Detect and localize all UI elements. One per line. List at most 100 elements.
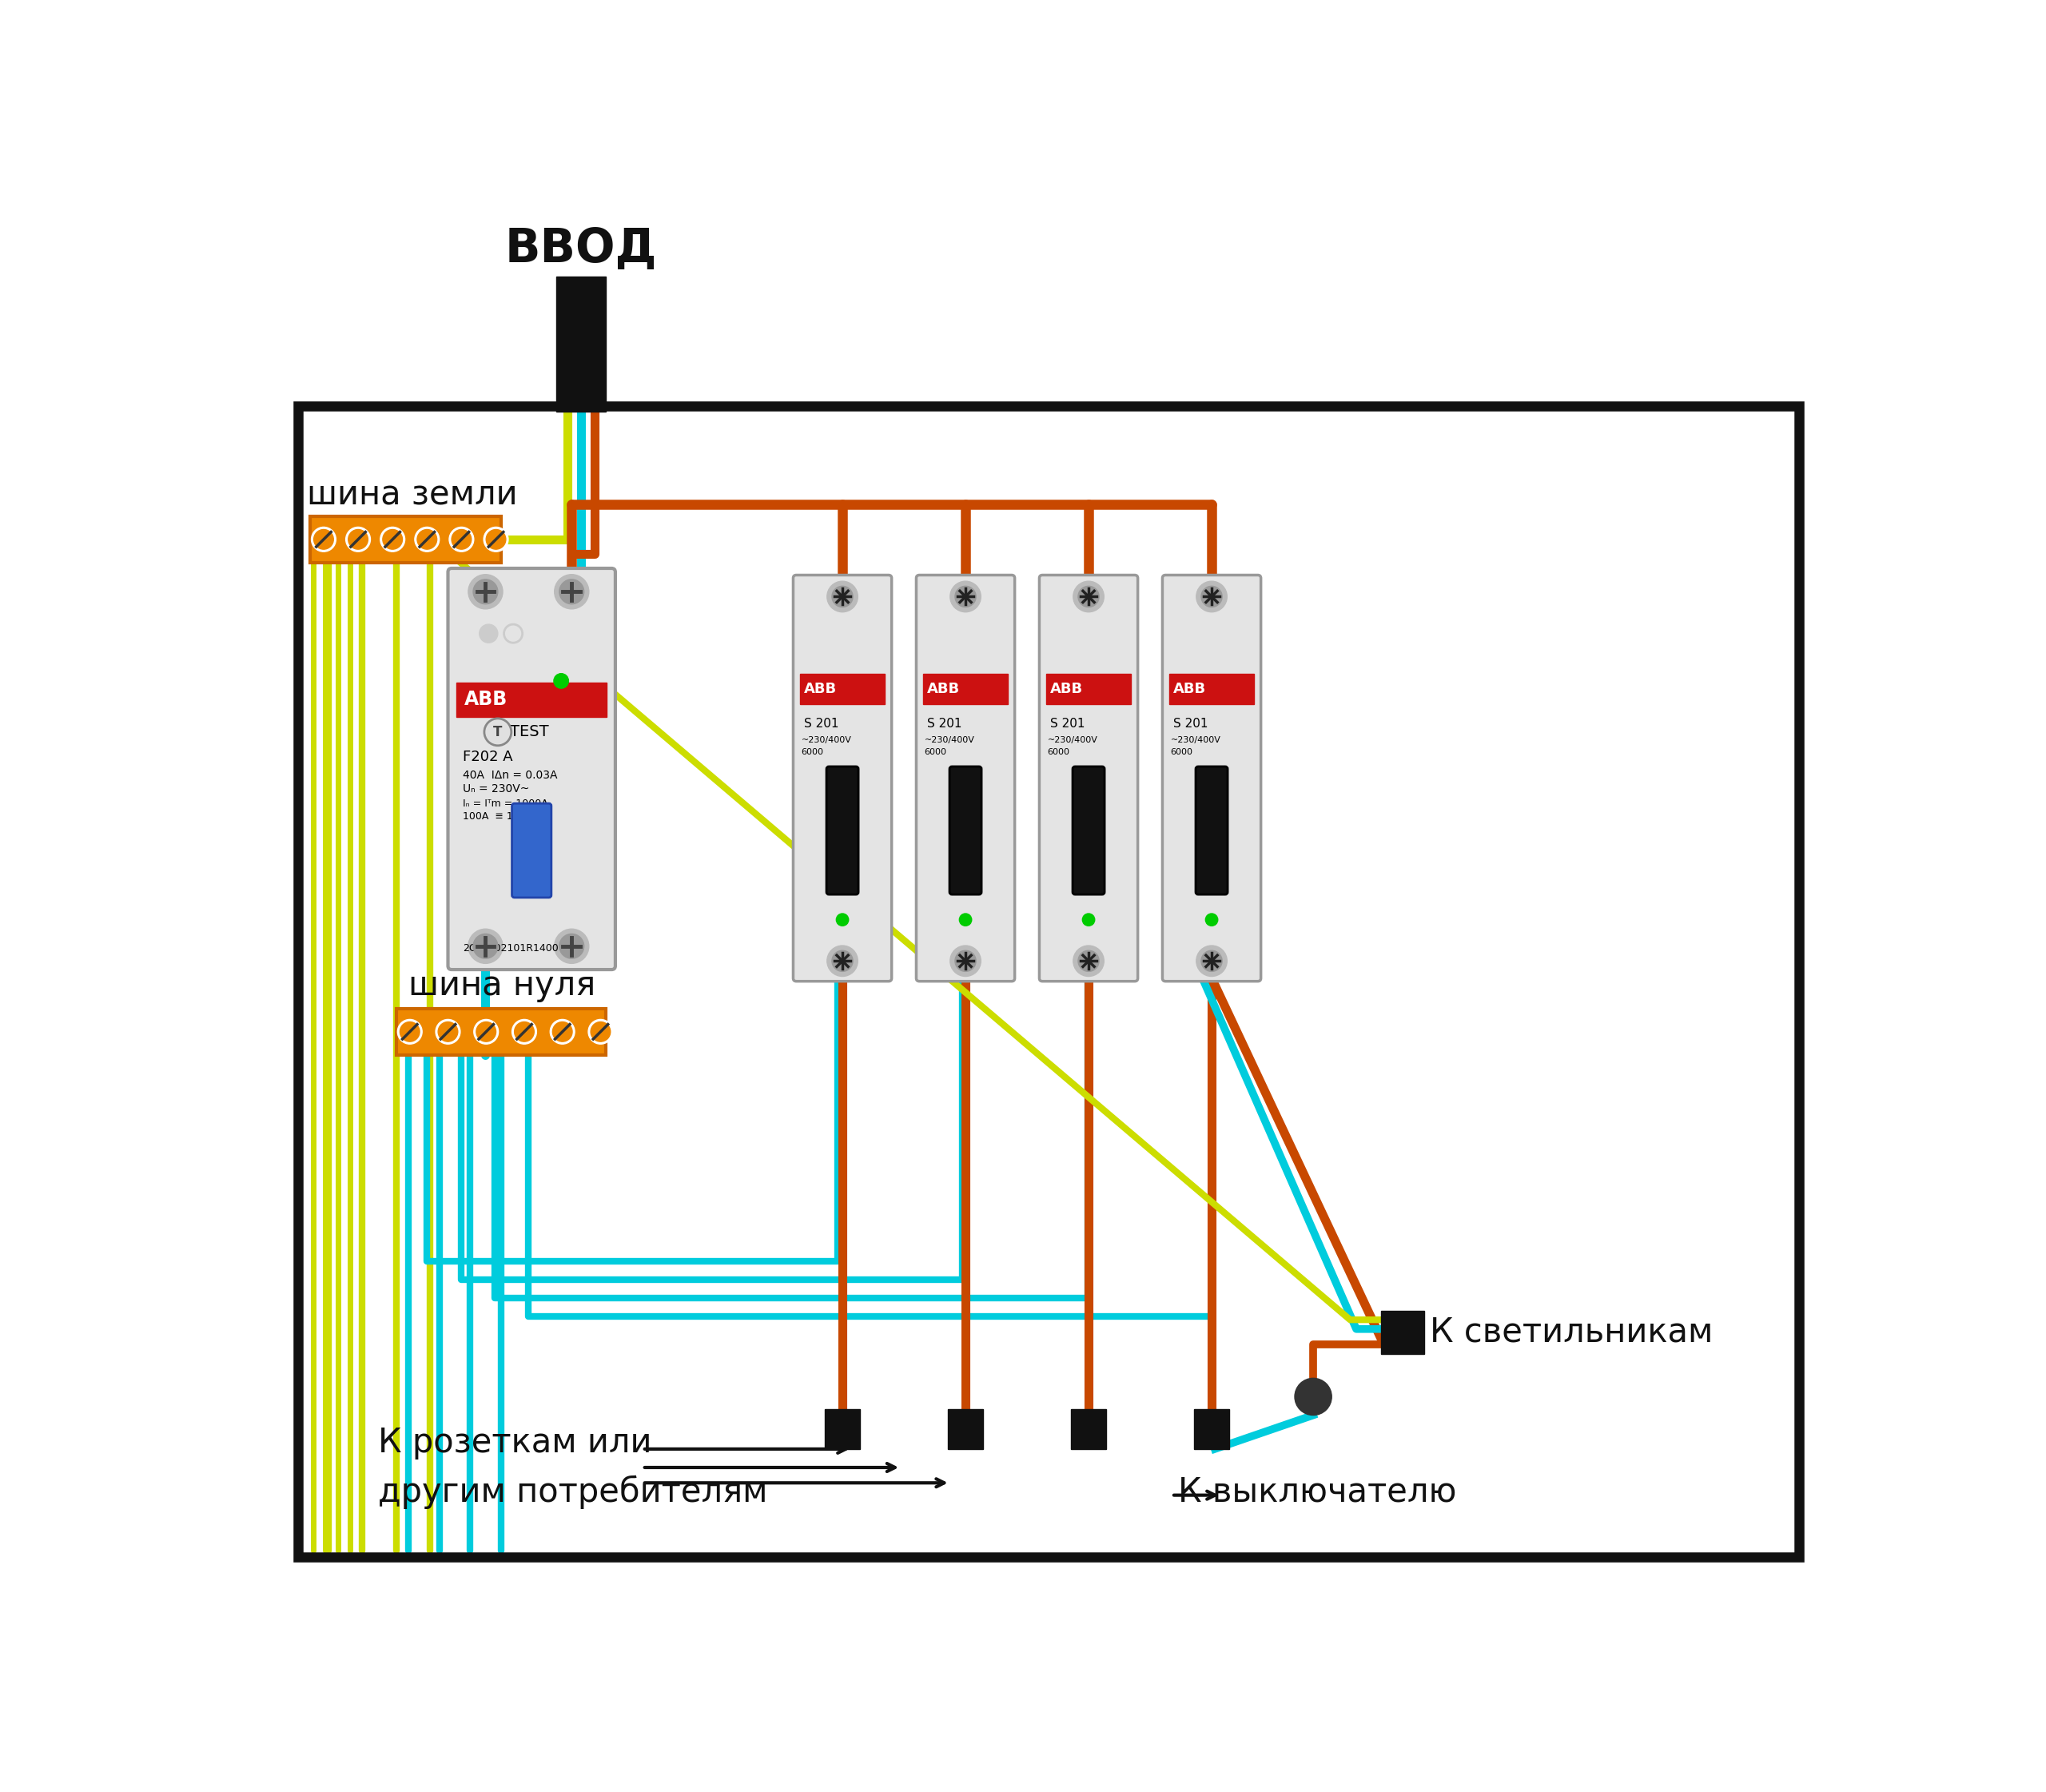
Circle shape [469, 928, 503, 964]
Text: ABB: ABB [1050, 681, 1082, 695]
Circle shape [313, 529, 333, 548]
Text: 2CSF202101R1400: 2CSF202101R1400 [462, 943, 559, 953]
Circle shape [827, 581, 857, 613]
Text: S 201: S 201 [804, 719, 839, 729]
Text: 6000: 6000 [1048, 749, 1070, 756]
Circle shape [1205, 914, 1217, 926]
Circle shape [514, 1021, 534, 1041]
Circle shape [473, 579, 497, 604]
Circle shape [311, 527, 336, 552]
Text: Uₙ = 230V~: Uₙ = 230V~ [462, 783, 530, 796]
Text: Iₙ = Iᵀm = 1000A: Iₙ = Iᵀm = 1000A [462, 797, 548, 808]
Circle shape [512, 1020, 536, 1045]
Text: ~230/400V: ~230/400V [802, 737, 851, 744]
FancyBboxPatch shape [949, 767, 982, 894]
Text: S 201: S 201 [1050, 719, 1084, 729]
Circle shape [348, 529, 368, 548]
Circle shape [399, 1021, 419, 1041]
Text: 6000: 6000 [1170, 749, 1193, 756]
FancyBboxPatch shape [448, 568, 616, 969]
Bar [1046, 674, 1131, 704]
Bar [557, 276, 606, 412]
Text: TEST: TEST [509, 724, 548, 740]
Circle shape [477, 1021, 495, 1041]
Text: ВВОД: ВВОД [505, 226, 657, 272]
Circle shape [955, 950, 976, 971]
FancyBboxPatch shape [512, 803, 550, 898]
Circle shape [1201, 586, 1221, 607]
Circle shape [552, 1021, 573, 1041]
Text: ABB: ABB [464, 690, 507, 710]
Circle shape [452, 529, 471, 548]
Circle shape [397, 1020, 421, 1045]
Text: ABB: ABB [927, 681, 960, 695]
Bar [1193, 1409, 1230, 1450]
Text: ~230/400V: ~230/400V [1048, 737, 1097, 744]
Circle shape [473, 934, 497, 959]
Text: ABB: ABB [1172, 681, 1205, 695]
Circle shape [550, 1020, 575, 1045]
FancyBboxPatch shape [1039, 575, 1138, 982]
Text: S 201: S 201 [927, 719, 962, 729]
Circle shape [554, 674, 569, 688]
Circle shape [827, 946, 857, 977]
Bar [1381, 1310, 1424, 1353]
Text: ~230/400V: ~230/400V [1170, 737, 1221, 744]
Circle shape [381, 527, 405, 552]
Circle shape [415, 527, 440, 552]
Circle shape [1295, 1378, 1332, 1416]
Text: 6000: 6000 [802, 749, 825, 756]
Circle shape [1082, 914, 1095, 926]
Circle shape [837, 914, 849, 926]
Text: 6000: 6000 [925, 749, 947, 756]
Circle shape [450, 527, 475, 552]
FancyBboxPatch shape [1162, 575, 1260, 982]
Circle shape [1078, 586, 1099, 607]
Text: К розеткам или
другим потребителям: К розеткам или другим потребителям [379, 1426, 767, 1509]
Circle shape [960, 914, 972, 926]
Circle shape [417, 529, 438, 548]
Circle shape [383, 529, 403, 548]
Text: ABB: ABB [804, 681, 837, 695]
Circle shape [479, 624, 497, 643]
Bar [923, 674, 1009, 704]
FancyBboxPatch shape [794, 575, 892, 982]
Bar [947, 1409, 984, 1450]
Bar [299, 405, 1798, 1557]
Circle shape [833, 586, 853, 607]
Circle shape [436, 1020, 460, 1045]
Circle shape [1197, 581, 1228, 613]
Bar [1168, 674, 1254, 704]
FancyBboxPatch shape [827, 767, 859, 894]
Circle shape [955, 586, 976, 607]
Bar [800, 674, 884, 704]
Circle shape [483, 527, 507, 552]
Text: К выключателю: К выключателю [1178, 1475, 1457, 1509]
Circle shape [1197, 946, 1228, 977]
Text: T: T [493, 724, 503, 740]
Text: 100A  ≡ 10000Ω: 100A ≡ 10000Ω [462, 812, 546, 821]
Bar [825, 1409, 859, 1450]
Bar [397, 1009, 606, 1055]
Circle shape [949, 581, 980, 613]
Text: F202 A: F202 A [462, 749, 514, 763]
Circle shape [591, 1021, 610, 1041]
Circle shape [438, 1021, 458, 1041]
FancyBboxPatch shape [1195, 767, 1228, 894]
Text: 40A  IΔn = 0.03A: 40A IΔn = 0.03A [462, 769, 557, 781]
Circle shape [1074, 946, 1105, 977]
Circle shape [949, 946, 980, 977]
Circle shape [559, 579, 583, 604]
Circle shape [559, 934, 583, 959]
Circle shape [833, 950, 853, 971]
Circle shape [1074, 581, 1105, 613]
Text: шина нуля: шина нуля [409, 969, 595, 1002]
Text: ~230/400V: ~230/400V [925, 737, 974, 744]
Circle shape [469, 575, 503, 609]
Circle shape [554, 928, 589, 964]
Bar [1070, 1409, 1107, 1450]
Bar [456, 683, 608, 717]
FancyBboxPatch shape [917, 575, 1015, 982]
FancyBboxPatch shape [1072, 767, 1105, 894]
Circle shape [475, 1020, 499, 1045]
